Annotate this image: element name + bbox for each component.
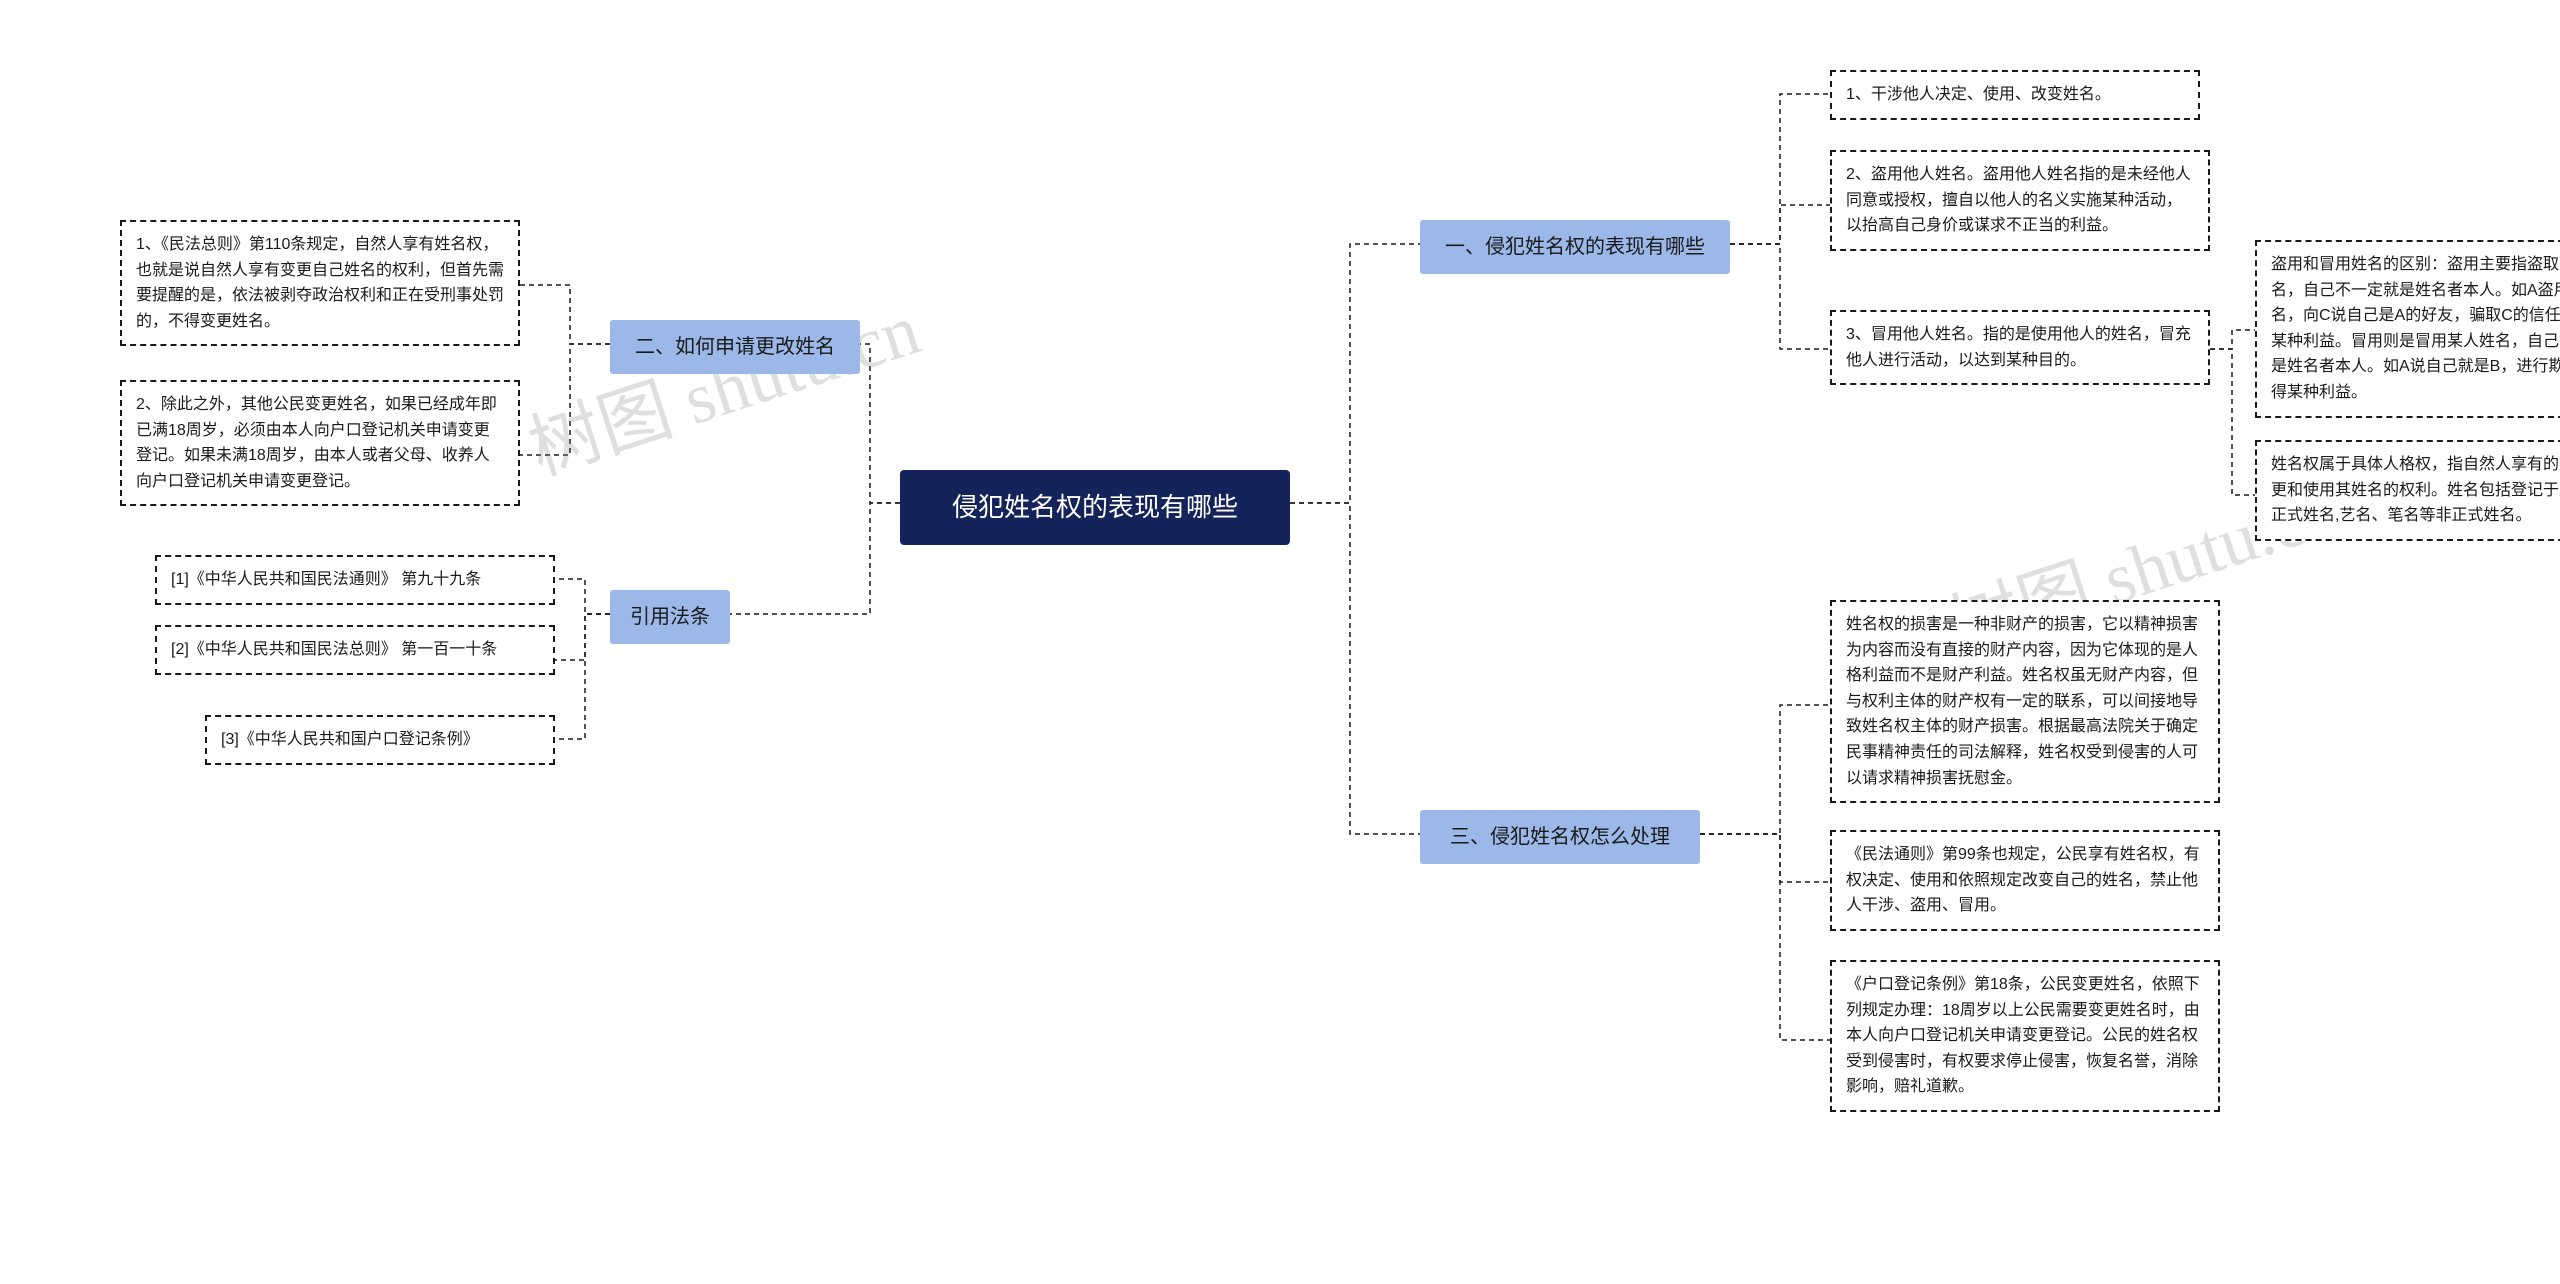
leaf-node[interactable]: 1、干涉他人决定、使用、改变姓名。 bbox=[1830, 70, 2200, 120]
leaf-node[interactable]: 姓名权属于具体人格权，指自然人享有的决定、变更和使用其姓名的权利。姓名包括登记于… bbox=[2255, 440, 2560, 541]
leaf-node[interactable]: [1]《中华人民共和国民法通则》 第九十九条 bbox=[155, 555, 555, 605]
leaf-node[interactable]: 2、除此之外，其他公民变更姓名，如果已经成年即已满18周岁，必须由本人向户口登记… bbox=[120, 380, 520, 506]
leaf-node[interactable]: 盗用和冒用姓名的区别：盗用主要指盗取某人姓名，自己不一定就是姓名者本人。如A盗用… bbox=[2255, 240, 2560, 418]
leaf-node[interactable]: [2]《中华人民共和国民法总则》 第一百一十条 bbox=[155, 625, 555, 675]
branch-node-1[interactable]: 一、侵犯姓名权的表现有哪些 bbox=[1420, 220, 1730, 274]
leaf-node[interactable]: 3、冒用他人姓名。指的是使用他人的姓名，冒充他人进行活动，以达到某种目的。 bbox=[1830, 310, 2210, 385]
mindmap-canvas: 树图 shutu.cn 树图 shutu.cn 侵犯姓名权的表现有哪些 一、侵犯… bbox=[0, 0, 2560, 1284]
leaf-node[interactable]: 姓名权的损害是一种非财产的损害，它以精神损害为内容而没有直接的财产内容，因为它体… bbox=[1830, 600, 2220, 803]
leaf-node[interactable]: 2、盗用他人姓名。盗用他人姓名指的是未经他人同意或授权，擅自以他人的名义实施某种… bbox=[1830, 150, 2210, 251]
branch-node-4[interactable]: 引用法条 bbox=[610, 590, 730, 644]
branch-node-2[interactable]: 二、如何申请更改姓名 bbox=[610, 320, 860, 374]
leaf-node[interactable]: 1、《民法总则》第110条规定，自然人享有姓名权，也就是说自然人享有变更自己姓名… bbox=[120, 220, 520, 346]
branch-node-3[interactable]: 三、侵犯姓名权怎么处理 bbox=[1420, 810, 1700, 864]
leaf-node[interactable]: [3]《中华人民共和国户口登记条例》 bbox=[205, 715, 555, 765]
root-node[interactable]: 侵犯姓名权的表现有哪些 bbox=[900, 470, 1290, 545]
leaf-node[interactable]: 《户口登记条例》第18条，公民变更姓名，依照下列规定办理：18周岁以上公民需要变… bbox=[1830, 960, 2220, 1112]
leaf-node[interactable]: 《民法通则》第99条也规定，公民享有姓名权，有权决定、使用和依照规定改变自己的姓… bbox=[1830, 830, 2220, 931]
watermark: 树图 shutu.cn bbox=[514, 270, 931, 495]
